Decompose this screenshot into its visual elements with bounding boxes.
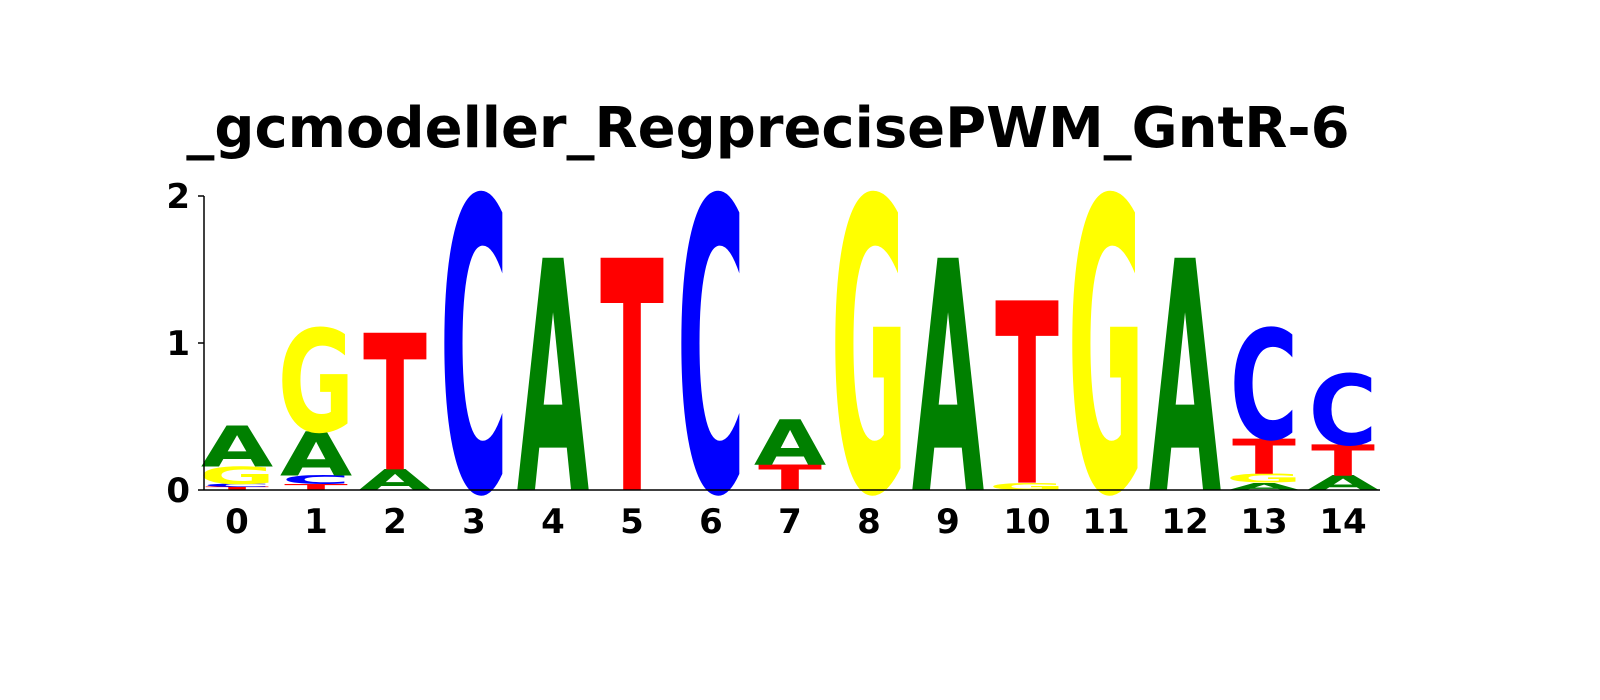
- x-tick-label-3: 3: [462, 502, 486, 542]
- x-tick-label-13: 13: [1240, 502, 1287, 542]
- x-tick-label-9: 9: [936, 502, 960, 542]
- logo-letter-G-pos-1: G: [278, 302, 355, 466]
- logo-letter-G-pos-0: G: [199, 462, 276, 490]
- logo-letter-A-pos-0: A: [201, 415, 274, 481]
- logo-letter-G-pos-11: G: [1068, 117, 1145, 587]
- chart-title: _gcmodeller_RegprecisePWM_GntR-6: [186, 96, 1349, 161]
- logo-letter-A-pos-9: A: [912, 196, 984, 566]
- x-tick-label-0: 0: [225, 502, 249, 542]
- logo-letter-G-pos-8: G: [831, 117, 908, 587]
- logo-letter-G-pos-13: G: [1226, 471, 1303, 485]
- x-tick-label-10: 10: [1003, 502, 1050, 542]
- logo-letter-C-pos-13: C: [1230, 298, 1299, 475]
- x-tick-label-1: 1: [304, 502, 328, 542]
- logo-letter-A-pos-7: A: [754, 407, 827, 480]
- x-tick-label-8: 8: [857, 502, 881, 542]
- logo-letter-G-pos-10: G: [989, 481, 1066, 493]
- logo-letter-T-pos-7: T: [758, 458, 822, 498]
- x-tick-label-14: 14: [1319, 502, 1366, 542]
- logo-letter-C-pos-1: C: [282, 473, 351, 487]
- y-tick-label-1: 1: [166, 324, 190, 364]
- y-tick-label-0: 0: [166, 471, 190, 511]
- logo-letter-T-pos-13: T: [1232, 429, 1296, 486]
- logo-letter-T-pos-1: T: [284, 482, 348, 491]
- logo-letter-C-pos-0: C: [203, 483, 272, 488]
- logo-letter-A-pos-14: A: [1307, 471, 1379, 495]
- y-axis-ticks: 0 1 2: [166, 177, 204, 511]
- x-tick-label-2: 2: [383, 502, 407, 542]
- y-tick-label-2: 2: [166, 177, 190, 217]
- logo-letter-T-pos-10: T: [995, 251, 1059, 542]
- logo-letter-A-pos-13: A: [1228, 481, 1301, 493]
- logo-letter-T-pos-2: T: [363, 295, 427, 514]
- logo-letter-A-pos-12: A: [1149, 196, 1221, 566]
- logo-letter-C-pos-14: C: [1309, 356, 1378, 468]
- x-axis-ticks: 0 1 2 3 4 5 6 7 8 9 10 11 12 13 14: [225, 502, 1367, 542]
- x-tick-label-7: 7: [778, 502, 802, 542]
- logo-letter-T-pos-0: T: [205, 486, 269, 491]
- x-tick-label-11: 11: [1082, 502, 1129, 542]
- logo-letter-A-pos-1: A: [280, 419, 352, 490]
- logo-letter-C-pos-6: C: [677, 117, 746, 587]
- logo-letter-T-pos-14: T: [1311, 437, 1375, 486]
- x-tick-label-4: 4: [541, 502, 565, 542]
- x-tick-label-12: 12: [1161, 502, 1208, 542]
- x-tick-label-6: 6: [699, 502, 723, 542]
- logo-letter-A-pos-4: A: [517, 196, 589, 566]
- logo-letter-T-pos-5: T: [600, 196, 664, 566]
- logo-letter-A-pos-2: A: [359, 464, 432, 497]
- x-tick-label-5: 5: [620, 502, 644, 542]
- logo-letter-C-pos-3: C: [440, 117, 509, 587]
